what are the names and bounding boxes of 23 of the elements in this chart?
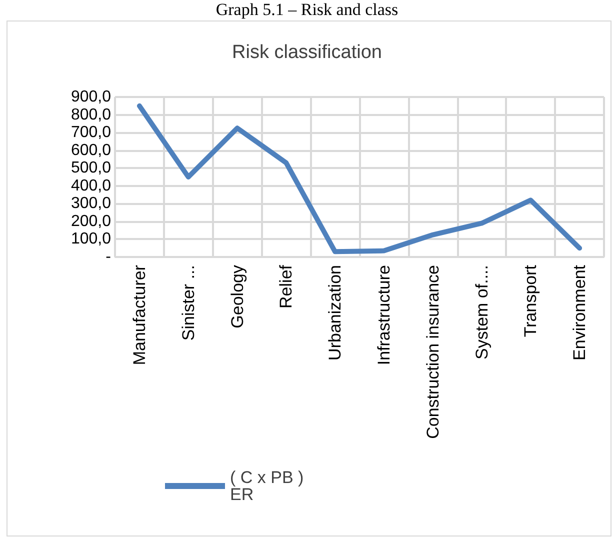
x-tick-label: System of.... — [472, 265, 492, 360]
caption: Graph 5.1 – Risk and class — [216, 0, 398, 19]
y-tick-label: 600,0 — [70, 142, 112, 159]
y-tick-label: 400,0 — [70, 177, 112, 194]
x-tick-label: Manufacturer — [130, 264, 149, 366]
y-tick-label: 300,0 — [70, 195, 112, 212]
x-tick-label: Construction insurance — [423, 265, 442, 439]
x-tick-label: Environment — [570, 264, 590, 360]
x-tick-label: Geology — [228, 264, 247, 328]
x-tick-label: Urbanization — [326, 265, 345, 360]
x-tick-label: Relief — [276, 264, 296, 308]
y-tick-label: 500,0 — [70, 160, 112, 177]
x-tick-label: Sinister ... — [178, 265, 198, 341]
y-tick-label: 700,0 — [70, 124, 112, 142]
chart-title: Risk classification — [232, 42, 382, 63]
legend-label: ( C x PB ) ER — [230, 468, 308, 504]
y-tick-label: 100,0 — [70, 230, 112, 248]
y-tick-label: - — [106, 248, 111, 266]
y-tick-label: 200,0 — [70, 212, 112, 230]
x-tick-label: Transport — [521, 264, 540, 338]
y-tick-label: 800,0 — [70, 106, 112, 124]
x-tick-label: Infrastructure — [374, 265, 394, 366]
y-tick-label: 900,0 — [70, 88, 112, 106]
